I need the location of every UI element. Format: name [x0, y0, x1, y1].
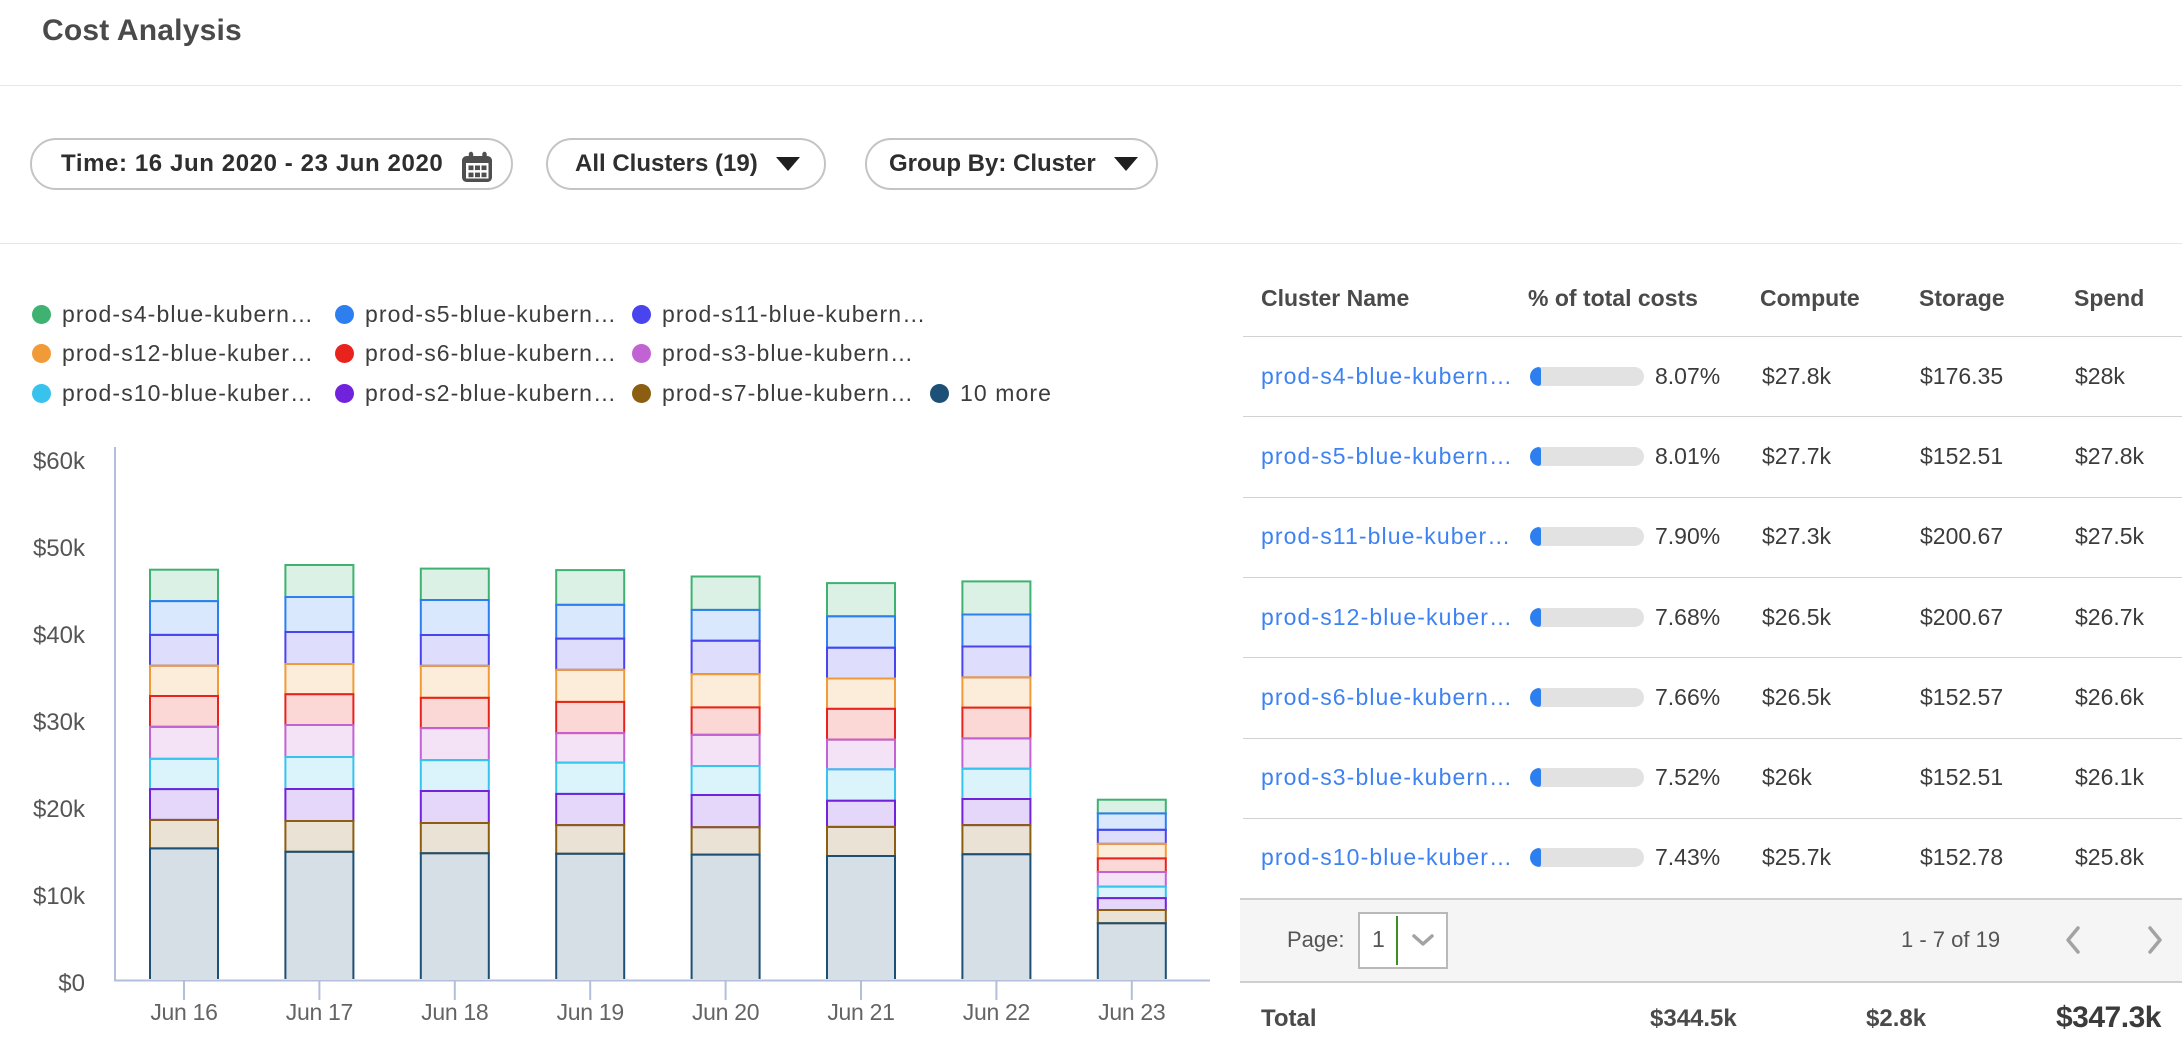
svg-text:Jun 16: Jun 16 [150, 999, 217, 1025]
svg-text:Jun 21: Jun 21 [827, 999, 894, 1025]
svg-text:Jun 18: Jun 18 [421, 999, 488, 1025]
svg-text:Jun 20: Jun 20 [692, 999, 759, 1025]
svg-text:$30k: $30k [33, 709, 86, 736]
svg-text:$0: $0 [58, 970, 85, 997]
svg-text:$10k: $10k [33, 883, 86, 910]
svg-text:$20k: $20k [33, 796, 86, 823]
svg-text:Jun 22: Jun 22 [963, 999, 1030, 1025]
svg-text:$50k: $50k [33, 535, 86, 562]
svg-text:Jun 17: Jun 17 [286, 999, 353, 1025]
svg-text:Jun 23: Jun 23 [1098, 999, 1165, 1025]
svg-text:$60k: $60k [33, 448, 86, 475]
svg-text:Jun 19: Jun 19 [557, 999, 624, 1025]
svg-text:$40k: $40k [33, 622, 86, 649]
